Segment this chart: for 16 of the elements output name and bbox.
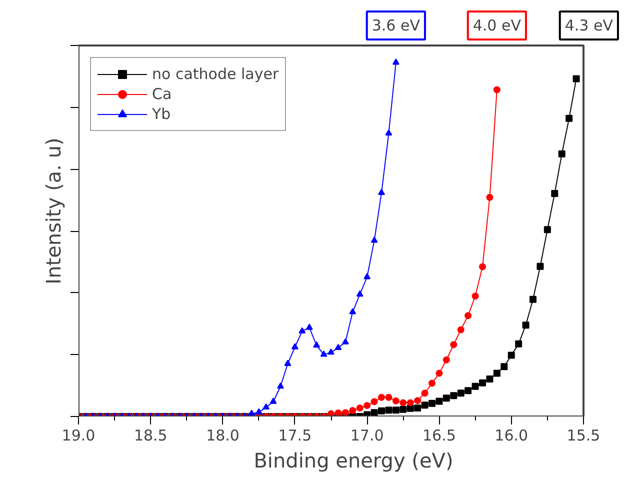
x-tick-label: 17.0 [350,426,384,444]
x-tick-label: 15.5 [566,426,600,444]
legend-label: no cathode layer [152,65,279,83]
y-axis-title: Intensity (a. u) [42,138,66,284]
text: 3.6 eV [372,16,421,34]
x-tick-label: 16.5 [422,426,456,444]
x-tick-label: 18.5 [134,426,168,444]
text: 4.0 eV [472,16,522,34]
x-tick-label: 18.0 [206,426,240,444]
x-tick-label: 16.0 [494,426,528,444]
text: 4.3 eV [564,16,614,34]
x-tick-label: 17.5 [278,426,312,444]
x-tick-label: 19.0 [62,426,96,444]
legend-label: Ca [152,85,172,103]
x-axis-title: Binding energy (eV) [254,448,454,472]
legend-label: Yb [152,105,172,123]
